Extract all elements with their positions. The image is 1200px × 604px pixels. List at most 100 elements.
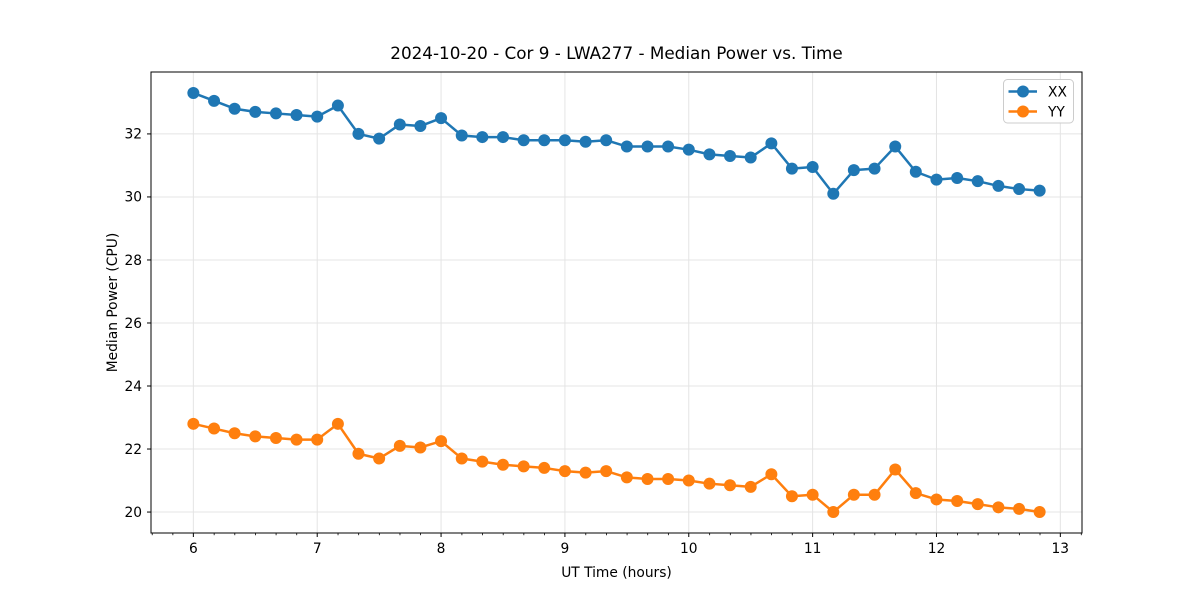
data-point-xx — [352, 127, 365, 140]
x-tick-label: 8 — [437, 541, 446, 557]
data-point-yy — [517, 460, 530, 473]
data-point-xx — [208, 94, 221, 107]
data-point-xx — [558, 134, 571, 147]
data-point-xx — [992, 179, 1005, 192]
data-point-yy — [331, 417, 344, 430]
data-point-yy — [187, 417, 200, 430]
y-tick-label: 26 — [124, 316, 142, 332]
data-point-yy — [744, 480, 757, 493]
data-point-yy — [476, 455, 489, 468]
x-tick-label: 13 — [1052, 541, 1070, 557]
axes: 6 7 8 9 10 11 12 13 20 22 24 26 28 30 32 — [124, 71, 1083, 557]
data-point-yy — [951, 495, 964, 508]
plot-border — [150, 71, 1083, 534]
data-point-yy — [579, 466, 592, 479]
data-point-xx — [765, 137, 778, 150]
data-point-yy — [909, 487, 922, 500]
x-tick-label: 12 — [928, 541, 946, 557]
data-point-xx — [290, 109, 303, 122]
legend-label-yy: YY — [1047, 104, 1065, 120]
data-point-yy — [847, 488, 860, 501]
data-series — [187, 86, 1046, 519]
data-point-xx — [538, 134, 551, 147]
data-point-yy — [682, 474, 695, 487]
legend-label-xx: XX — [1048, 84, 1067, 100]
data-point-xx — [476, 131, 489, 144]
data-point-yy — [703, 477, 716, 490]
data-point-yy — [373, 452, 386, 465]
data-point-yy — [641, 472, 654, 485]
data-point-xx — [847, 164, 860, 177]
x-tick-label: 10 — [680, 541, 698, 557]
data-point-xx — [641, 140, 654, 153]
data-point-yy — [393, 439, 406, 452]
data-point-xx — [414, 120, 427, 133]
data-point-yy — [249, 430, 262, 443]
data-point-xx — [435, 112, 448, 125]
data-point-xx — [971, 175, 984, 188]
y-tick-label: 28 — [124, 253, 142, 269]
legend-sample-marker-xx — [1017, 85, 1029, 98]
data-point-xx — [724, 149, 737, 162]
data-point-yy — [496, 458, 509, 471]
data-point-xx — [393, 118, 406, 131]
data-point-xx — [228, 102, 241, 115]
data-point-xx — [269, 107, 282, 120]
data-point-xx — [373, 132, 386, 145]
data-point-xx — [909, 165, 922, 178]
data-point-xx — [187, 86, 200, 99]
data-point-yy — [290, 433, 303, 446]
x-tick-label: 9 — [561, 541, 570, 557]
data-point-yy — [455, 452, 468, 465]
data-point-yy — [827, 506, 840, 519]
chart-title: 2024-10-20 - Cor 9 - LWA277 - Median Pow… — [390, 43, 842, 63]
data-point-xx — [496, 131, 509, 144]
data-point-xx — [249, 105, 262, 118]
data-point-xx — [579, 135, 592, 148]
data-point-xx — [889, 140, 902, 153]
data-point-xx — [744, 151, 757, 164]
data-point-yy — [806, 488, 819, 501]
data-point-xx — [517, 134, 530, 147]
data-point-yy — [435, 435, 448, 448]
data-point-xx — [455, 129, 468, 142]
data-point-xx — [1013, 183, 1026, 196]
data-point-xx — [331, 99, 344, 112]
data-point-yy — [868, 488, 881, 501]
legend: XX YY — [1003, 79, 1074, 124]
series-line-xx — [192, 91, 1040, 196]
data-point-xx — [930, 173, 943, 186]
y-tick-label: 20 — [124, 505, 142, 521]
data-point-yy — [558, 465, 571, 478]
data-point-yy — [538, 461, 551, 474]
x-axis-label: UT Time (hours) — [561, 565, 672, 581]
data-point-yy — [785, 490, 798, 503]
data-point-yy — [208, 422, 221, 435]
y-tick-label: 32 — [124, 127, 142, 143]
data-point-yy — [992, 501, 1005, 514]
data-point-xx — [682, 143, 695, 156]
data-point-yy — [228, 427, 241, 440]
data-point-xx — [620, 140, 633, 153]
data-point-yy — [889, 463, 902, 476]
data-point-yy — [414, 441, 427, 454]
y-tick-label: 22 — [124, 442, 142, 458]
y-axis-label: Median Power (CPU) — [105, 233, 121, 373]
data-point-xx — [785, 162, 798, 175]
data-point-xx — [703, 148, 716, 161]
x-tick-label: 11 — [804, 541, 822, 557]
y-tick-label: 30 — [124, 190, 142, 206]
data-point-yy — [1033, 506, 1046, 519]
data-point-xx — [600, 134, 613, 147]
y-tick-label: 24 — [124, 379, 142, 395]
data-point-xx — [311, 110, 324, 123]
data-point-yy — [930, 493, 943, 506]
data-point-xx — [662, 140, 675, 153]
data-point-xx — [1033, 184, 1046, 197]
data-point-yy — [662, 472, 675, 485]
data-point-yy — [620, 471, 633, 484]
data-point-yy — [724, 479, 737, 492]
data-point-yy — [765, 468, 778, 481]
